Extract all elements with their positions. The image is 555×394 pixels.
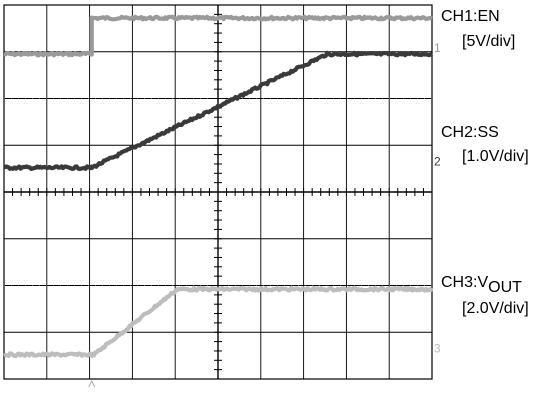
ch3-trace <box>3 285 434 359</box>
ch1-scale: [5V/div] <box>462 33 515 51</box>
ch1-scale-text: [5V/div] <box>462 33 516 50</box>
ch2-ground-marker: 2 <box>434 155 441 169</box>
traces <box>3 14 434 359</box>
ch2-label: CH2:SS <box>441 124 499 142</box>
ch2-scale: [1.0V/div] <box>462 148 529 166</box>
trigger-position-marker <box>88 379 96 388</box>
ch1-title: CH1:EN <box>441 8 500 25</box>
ch3-title: CH3:V <box>441 274 489 291</box>
ch1-label: CH1:EN <box>441 8 500 26</box>
ch1-trace <box>3 14 433 58</box>
ch3-scale-text: [2.0V/div] <box>462 300 529 317</box>
ch2-trace <box>3 50 434 172</box>
grid <box>3 4 433 388</box>
channel-markers: 1 2 3 <box>434 41 441 356</box>
ch3-label: CH3:VOUT <box>441 274 522 296</box>
ch3-title-subscript: OUT <box>488 279 522 296</box>
ch2-scale-text: [1.0V/div] <box>462 148 529 165</box>
ch1-ground-marker: 1 <box>434 41 441 55</box>
ch3-ground-marker: 3 <box>434 342 441 356</box>
ch3-scale: [2.0V/div] <box>462 300 529 318</box>
ch2-title: CH2:SS <box>441 124 499 141</box>
